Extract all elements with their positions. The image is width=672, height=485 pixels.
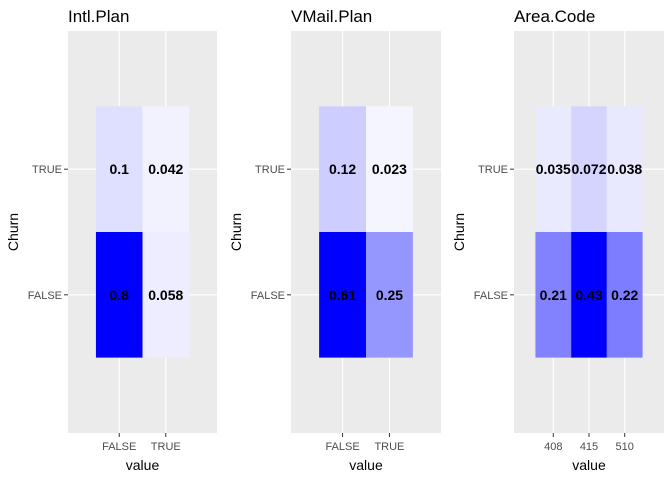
y-axis-title: Churn — [228, 213, 244, 251]
x-tick-label: TRUE — [374, 441, 404, 453]
heatmap-cell — [95, 106, 143, 232]
y-tick-label: FALSE — [28, 290, 62, 302]
cell-value-label: 0.22 — [611, 287, 638, 303]
x-tick-label: FALSE — [102, 441, 136, 453]
y-tick-label: TRUE — [255, 164, 285, 176]
heatmap-cell — [606, 106, 643, 232]
heatmap-cell — [366, 106, 413, 232]
heatmap-cell — [606, 232, 643, 358]
x-tick-label: TRUE — [151, 441, 181, 453]
panel-2: 0.035 0.072 0.038 0.21 0.43 0.22 Area.Code 408 4… — [451, 7, 664, 473]
cell-value-label: 0.21 — [540, 287, 567, 303]
cell-value-label: 0.12 — [329, 161, 356, 177]
cell-value-label: 0.43 — [575, 287, 602, 303]
cell-value-label: 0.038 — [607, 161, 642, 177]
y-axis-title: Churn — [451, 213, 467, 251]
cell-value-label: 0.1 — [109, 161, 129, 177]
cell-value-label: 0.035 — [536, 161, 571, 177]
heatmap-cell — [142, 232, 190, 358]
panel-title: Area.Code — [514, 7, 595, 26]
heatmap-cell — [366, 232, 413, 358]
heatmap-cell — [535, 232, 572, 358]
cell-value-label: 0.8 — [109, 287, 129, 303]
cell-value-label: 0.25 — [376, 287, 403, 303]
heatmap-cell — [319, 232, 366, 358]
heatmap-cell — [571, 106, 607, 232]
x-axis-title: value — [572, 457, 606, 473]
x-axis-title: value — [349, 457, 383, 473]
x-tick-label: 510 — [616, 441, 634, 453]
x-tick-label: 408 — [544, 441, 562, 453]
panel-1: 0.12 0.023 0.61 0.25 VMail.Plan FALSE TRUE FALS… — [228, 7, 441, 473]
heatmap-cell — [571, 232, 607, 358]
x-tick-label: FALSE — [325, 441, 359, 453]
y-axis-title: Churn — [5, 213, 21, 251]
panel-title: Intl.Plan — [68, 7, 129, 26]
cell-value-label: 0.072 — [571, 161, 606, 177]
cell-value-label: 0.042 — [148, 161, 183, 177]
heatmap-cell — [535, 106, 572, 232]
x-tick-label: 415 — [580, 441, 598, 453]
cell-value-label: 0.61 — [329, 287, 356, 303]
y-tick-label: TRUE — [478, 164, 508, 176]
y-tick-label: FALSE — [474, 290, 508, 302]
cell-value-label: 0.058 — [148, 287, 183, 303]
panel-title: VMail.Plan — [291, 7, 372, 26]
heatmap-cell — [142, 106, 190, 232]
heatmap-cell — [95, 232, 143, 358]
panel-0: 0.1 0.042 0.8 0.058 Intl.Plan FALSE TRUE FALSE T… — [5, 7, 217, 473]
x-axis-title: value — [126, 457, 160, 473]
heatmap-cell — [319, 106, 366, 232]
cell-value-label: 0.023 — [372, 161, 407, 177]
y-tick-label: FALSE — [251, 290, 285, 302]
y-tick-label: TRUE — [32, 164, 62, 176]
